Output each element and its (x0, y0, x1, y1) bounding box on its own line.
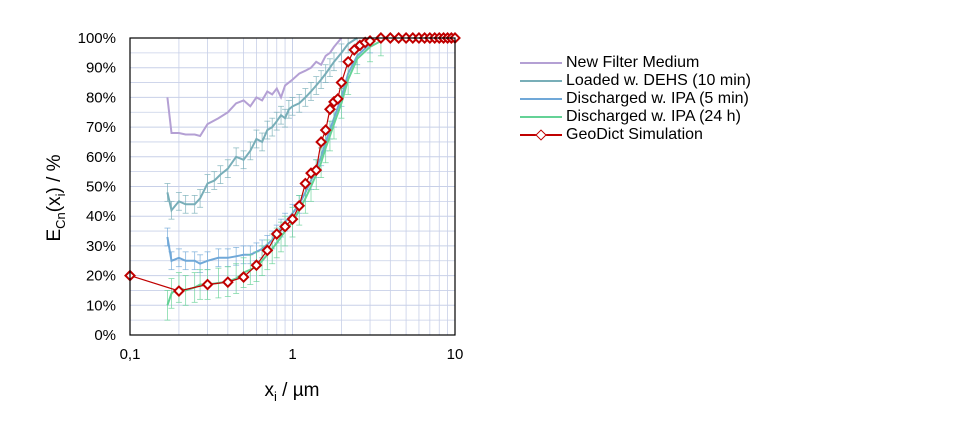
data-point (237, 271, 250, 284)
legend-swatch-line (520, 74, 562, 88)
data-point (331, 92, 344, 105)
legend-swatch-line (520, 56, 562, 70)
data-point (310, 164, 323, 177)
data-point (335, 76, 348, 89)
data-point (270, 228, 283, 240)
y-tick-label: 40% (86, 208, 116, 225)
legend-swatch-line (520, 92, 562, 106)
legend-item: New Filter Medium (520, 54, 751, 72)
legend-swatch-line (520, 110, 562, 124)
data-point (172, 285, 185, 297)
plot-area-border (129, 37, 456, 336)
series-line-2 (166, 37, 358, 213)
y-tick-label: 70% (86, 119, 116, 136)
data-point (286, 213, 299, 226)
legend-label: GeoDict Simulation (566, 126, 703, 143)
y-tick-label: 80% (86, 89, 116, 106)
x-tick-label: 10 (447, 346, 464, 363)
legend-item: Discharged w. IPA (5 min) (520, 90, 751, 108)
data-point (299, 177, 312, 190)
series-line-4 (166, 40, 382, 306)
y-tick-label: 10% (86, 297, 116, 314)
y-tick-label: 20% (86, 268, 116, 285)
data-point (250, 259, 263, 272)
y-tick-label: 60% (86, 149, 116, 166)
series-line-1 (166, 37, 343, 138)
data-point (221, 276, 234, 289)
legend-item: Loaded w. DEHS (10 min) (520, 72, 751, 90)
x-tick-labels: 0,1 1 10 (120, 346, 464, 363)
data-point (293, 199, 306, 212)
legend-item: GeoDict Simulation (520, 126, 751, 144)
x-tick-label: 1 (288, 346, 296, 363)
data-point (324, 103, 336, 116)
data-point (342, 55, 355, 68)
data-point (319, 124, 332, 137)
x-tick-label: 0,1 (120, 346, 141, 363)
data-point (261, 244, 274, 257)
legend-label: New Filter Medium (566, 54, 700, 71)
y-tick-label: 0% (94, 327, 116, 344)
legend-swatch-marker-line (520, 128, 562, 142)
legend-label: Discharged w. IPA (5 min) (566, 90, 749, 107)
legend-label: Discharged w. IPA (24 h) (566, 108, 741, 125)
chart-legend: New Filter Medium Loaded w. DEHS (10 min)… (520, 54, 751, 144)
y-tick-labels: 0% 10% 20% 30% 40% 50% 60% 70% 80% 90% 100% (78, 30, 116, 344)
x-axis-title: xi / µm (264, 380, 319, 404)
y-axis-title: ECn(xi) / % (44, 154, 68, 241)
legend-label: Loaded w. DEHS (10 min) (566, 72, 751, 89)
y-tick-label: 100% (78, 30, 116, 47)
y-tick-label: 50% (86, 179, 116, 196)
data-point (279, 220, 292, 233)
data-point (315, 136, 328, 148)
y-tick-label: 90% (86, 60, 116, 77)
data-point (201, 278, 214, 291)
legend-item: Discharged w. IPA (24 h) (520, 108, 751, 126)
axes-frame (129, 37, 456, 336)
y-tick-label: 30% (86, 238, 116, 255)
data-point (364, 35, 376, 47)
